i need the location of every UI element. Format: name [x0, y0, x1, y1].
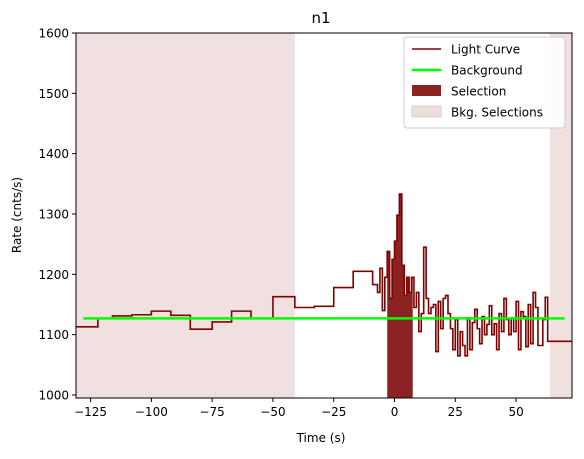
series-layer [76, 193, 572, 357]
selection-region [387, 194, 413, 398]
x-tick-label: 0 [391, 405, 399, 419]
chart-title: n1 [311, 9, 330, 27]
y-tick-label: 1500 [38, 87, 69, 101]
y-tick-label: 1600 [38, 27, 69, 41]
legend-label: Background [451, 64, 523, 78]
y-tick-label: 1200 [38, 268, 69, 282]
y-tick-label: 1300 [38, 207, 69, 221]
y-tick-label: 1000 [38, 388, 69, 402]
x-axis-ticks: −125 −100 −75 −50 −25 0 25 50 [74, 398, 524, 419]
y-axis-label: Rate (cnts/s) [10, 177, 24, 253]
y-tick-label: 1400 [38, 147, 69, 161]
legend-swatch-patch [412, 85, 441, 96]
x-tick-label: −75 [199, 405, 224, 419]
x-tick-label: 50 [508, 405, 523, 419]
legend-box [403, 36, 566, 129]
legend: Light Curve Background Selection Bkg. Selec… [403, 36, 566, 129]
y-tick-label: 1100 [38, 328, 69, 342]
legend-swatch-patch [411, 105, 442, 118]
selection-layer [387, 194, 413, 398]
bkg-selection-region [76, 33, 295, 398]
plot-frame [75, 32, 573, 399]
x-tick-label: −50 [260, 405, 285, 419]
legend-label: Light Curve [451, 43, 520, 57]
x-tick-label: 25 [448, 405, 463, 419]
light-curve-line [76, 193, 572, 357]
x-tick-label: −100 [135, 405, 168, 419]
bkg-selections-layer [76, 33, 572, 398]
y-axis-ticks: 1000 1100 1200 1300 1400 1500 1600 [38, 27, 76, 402]
x-tick-label: −125 [74, 405, 107, 419]
x-axis-label: Time (s) [296, 431, 346, 445]
legend-label: Selection [451, 85, 506, 99]
legend-label: Bkg. Selections [451, 106, 543, 120]
x-tick-label: −25 [321, 405, 346, 419]
